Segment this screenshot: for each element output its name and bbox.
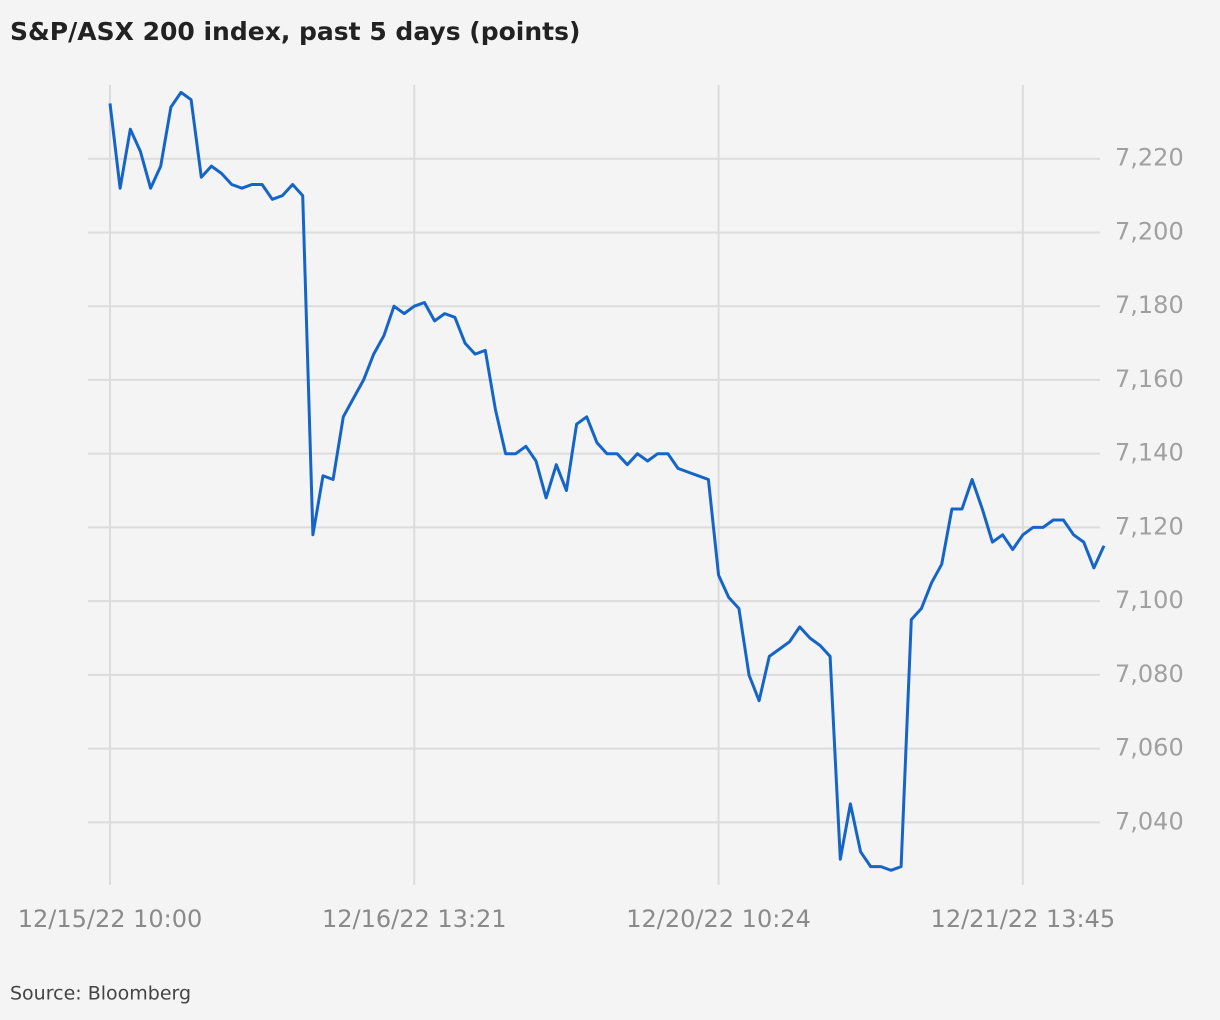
x-tick-label: 12/15/22 10:00 (18, 905, 203, 933)
line (108, 90, 1106, 872)
y-tick-label: 7,160 (1115, 365, 1184, 393)
source: Source: Bloomberg (10, 983, 191, 1005)
y-tick-label: 7,120 (1115, 512, 1184, 540)
chart-title: S&P/ASX 200 index, past 5 days (points) (10, 17, 580, 46)
y-tick-label: 7,040 (1115, 807, 1184, 835)
x-tick-label: 12/16/22 13:21 (322, 905, 507, 933)
y-tick-label: 7,180 (1115, 291, 1184, 319)
y-tick-label: 7,100 (1115, 586, 1184, 614)
y-tick-label: 7,080 (1115, 660, 1184, 688)
y-tick-label: 7,060 (1115, 734, 1184, 762)
y-tick-label: 7,220 (1115, 144, 1184, 172)
x-tick-label: 12/20/22 10:24 (626, 905, 811, 933)
x-tick-label: 12/21/22 13:45 (931, 905, 1116, 933)
y-tick-label: 7,140 (1115, 439, 1184, 467)
y-tick-label: 7,200 (1115, 217, 1184, 245)
